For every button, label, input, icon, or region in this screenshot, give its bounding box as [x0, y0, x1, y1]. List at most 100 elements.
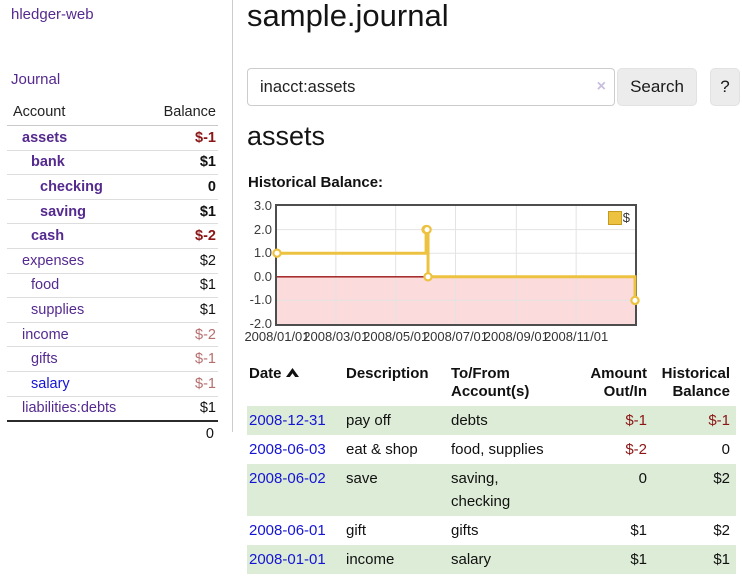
page-title: sample.journal: [247, 0, 449, 33]
sort-ascending-icon[interactable]: [285, 368, 299, 378]
balance-cell: $-1: [708, 412, 730, 429]
transaction-date-link[interactable]: 2008-06-02: [249, 470, 326, 487]
account-balance: $1: [199, 277, 216, 294]
header-line: Amount: [590, 365, 647, 382]
account-balance: $-1: [195, 375, 216, 392]
header-line: Description: [346, 365, 429, 382]
search-input-wrap: ×: [247, 68, 615, 106]
account-row: salary $-1: [7, 372, 218, 397]
balance-cell: $2: [713, 470, 730, 487]
accounts-cell: salary: [449, 545, 577, 574]
balance-cell: 0: [721, 441, 730, 458]
header-line: [249, 383, 342, 401]
account-balance: $-2: [195, 228, 216, 245]
accounts-text: saving, checking: [451, 470, 511, 510]
accounts-text: salary: [451, 551, 492, 568]
account-link[interactable]: bank: [31, 154, 65, 171]
balance-column-header: Balance: [163, 104, 216, 120]
transaction-date-link[interactable]: 2008-06-01: [249, 522, 326, 539]
accounts-text: debts: [451, 412, 488, 429]
date-cell: 2008-01-01: [247, 545, 344, 574]
transaction-row: 2008-01-01 income salary $1 $1: [247, 545, 736, 574]
account-balance: $-1: [195, 129, 216, 146]
help-button[interactable]: ?: [710, 68, 740, 106]
sidebar: hledger-web Journal Account Balance asse…: [0, 0, 233, 442]
search-input[interactable]: [247, 68, 615, 106]
account-row: food $1: [7, 274, 218, 299]
account-row: liabilities:debts $1: [7, 397, 218, 422]
account-link[interactable]: liabilities:debts: [22, 400, 117, 417]
legend-label: $: [622, 210, 630, 225]
balance-chart-svg: [272, 206, 640, 324]
date-cell: 2008-12-31: [247, 406, 344, 435]
account-balance: $1: [199, 203, 216, 220]
data-point-marker: [422, 224, 432, 235]
clear-search-icon[interactable]: ×: [596, 78, 606, 95]
balance-cell: $2: [713, 522, 730, 539]
accounts-text: food, supplies: [451, 441, 544, 458]
x-axis-tick-label: 2008/01/01: [244, 329, 310, 344]
account-balance: $1: [199, 400, 216, 417]
data-point-marker: [630, 295, 640, 306]
sidebar-item-journal[interactable]: Journal: [11, 71, 61, 88]
account-row: gifts $-1: [7, 347, 218, 372]
y-axis-tick-label: 2.0: [253, 221, 272, 237]
description-cell: pay off: [346, 412, 391, 429]
accounts-cell: debts: [449, 406, 577, 435]
account-heading: assets: [247, 121, 326, 151]
account-balance: $2: [199, 252, 216, 269]
header-line: Date: [249, 365, 342, 383]
account-link[interactable]: food: [31, 277, 60, 294]
accounts-total-value: 0: [205, 426, 214, 443]
transaction-row: 2008-06-03 eat & shop food, supplies $-2 0: [247, 435, 736, 464]
balance-cell: $1: [713, 551, 730, 568]
description-cell: save: [346, 470, 378, 487]
account-link[interactable]: supplies: [31, 301, 85, 318]
header-line: Balance: [672, 383, 730, 400]
account-link[interactable]: assets: [22, 129, 68, 146]
amount-cell: $1: [630, 551, 647, 568]
transaction-date-link[interactable]: 2008-01-01: [249, 551, 326, 568]
date-cell: 2008-06-02: [247, 464, 344, 516]
chart-plot-area: $: [272, 204, 640, 326]
search-bar: × Search ?: [247, 68, 742, 106]
account-link[interactable]: cash: [31, 228, 65, 245]
accounts-text: gifts: [451, 522, 479, 539]
chart-legend: $: [607, 210, 630, 225]
data-point-marker: [423, 272, 433, 282]
account-balance: $-1: [195, 351, 216, 368]
account-row: cash $-2: [7, 224, 218, 249]
account-link[interactable]: gifts: [31, 351, 58, 368]
account-balance: $1: [199, 154, 216, 171]
x-axis-tick-label: 2008/09/01: [483, 329, 549, 344]
app-brand-link[interactable]: hledger-web: [11, 6, 94, 23]
account-balance: $-2: [195, 326, 216, 343]
accounts-cell: gifts: [449, 516, 577, 545]
transaction-date-link[interactable]: 2008-06-03: [249, 441, 326, 458]
register-column-header: To/From Account(s): [449, 362, 577, 406]
y-axis-tick-label: 0.0: [253, 268, 272, 284]
header-line: Out/In: [603, 383, 647, 400]
account-link[interactable]: income: [22, 326, 69, 343]
account-link[interactable]: salary: [31, 375, 70, 392]
account-link[interactable]: checking: [40, 178, 103, 195]
y-axis-tick-label: -1.0: [249, 292, 272, 308]
account-link[interactable]: saving: [40, 203, 86, 220]
description-cell: gift: [346, 522, 367, 539]
historical-balance-chart: 3.0 2.0 1.0 0.0 -1.0 -2.0 $ 2008/01/01 2008/03…: [244, 198, 646, 347]
date-cell: 2008-06-03: [247, 435, 344, 464]
account-row: assets $-1: [7, 126, 218, 151]
amount-cell: $1: [630, 522, 647, 539]
header-line: To/From: [451, 365, 510, 382]
register-column-header: Date: [247, 362, 344, 406]
transaction-row: 2008-12-31 pay off debts $-1 $-1: [247, 406, 736, 435]
header-line: [346, 383, 447, 401]
search-button[interactable]: Search: [617, 68, 697, 106]
account-row: income $-2: [7, 323, 218, 348]
transaction-date-link[interactable]: 2008-12-31: [249, 412, 326, 429]
account-link[interactable]: expenses: [22, 252, 85, 269]
register-table: Date Description To/From Account(s) Amount…: [247, 362, 736, 574]
accounts-table-header: Account Balance: [7, 101, 218, 126]
account-row: saving $1: [7, 200, 218, 225]
